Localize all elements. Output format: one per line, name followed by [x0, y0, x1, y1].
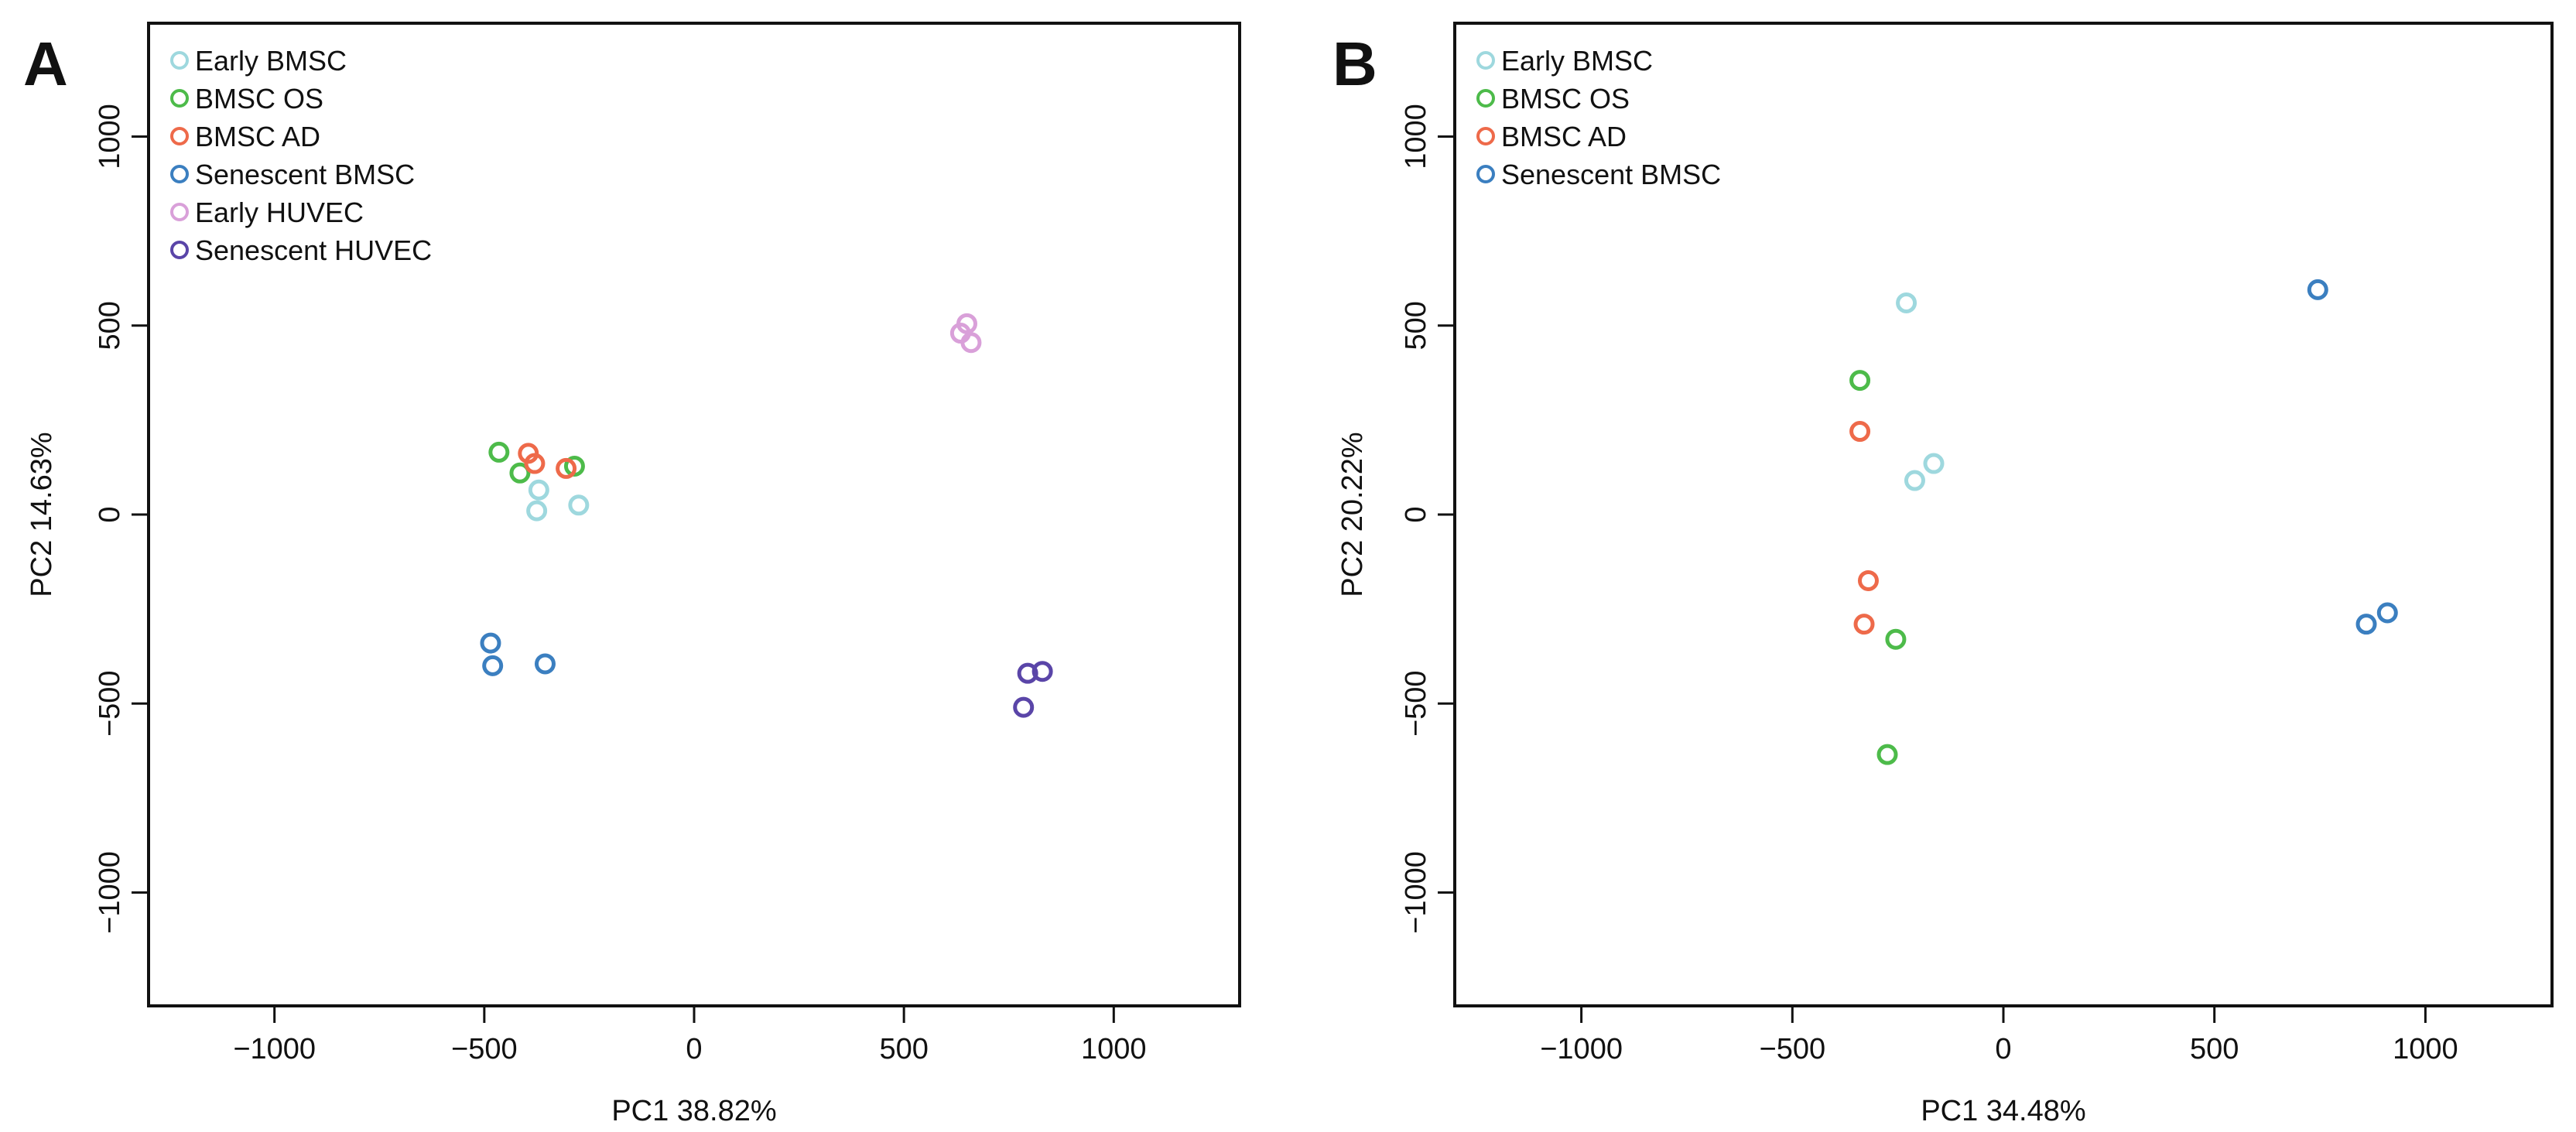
panel-b-x-axis-title: PC1 34.48%	[1921, 1095, 2085, 1127]
panel-b-legend-label: BMSC OS	[1501, 83, 1630, 115]
panel-a: A −1000 −500 0 500 1000 −1000 −500 0 500 1000 PC…	[23, 22, 1241, 1127]
panel-a-point	[480, 632, 501, 654]
panel-a-legend-marker	[170, 241, 189, 259]
panel-a-legend-label: Early HUVEC	[195, 197, 364, 228]
panel-a-point	[1013, 696, 1035, 718]
panel-a-points	[480, 313, 1053, 718]
panel-a-x-axis-title: PC1 38.82%	[611, 1095, 776, 1127]
panel-b-x-tick-label: 0	[1995, 1033, 2011, 1065]
panel-b-point	[1904, 470, 1925, 491]
panel-b-legend-marker	[1476, 165, 1495, 183]
panel-a-x-tick-label: 500	[879, 1033, 928, 1065]
panel-b-legend-marker	[1476, 127, 1495, 145]
panel-a-legend-label: Early BMSC	[195, 45, 347, 77]
panel-b-y-tick-label: 0	[1400, 506, 1432, 522]
panel-b-point	[1849, 421, 1871, 443]
panel-b-y-tick-label: −1000	[1400, 851, 1432, 934]
panel-a-legend-marker	[170, 203, 189, 221]
panel-a-y-tick-label: 500	[94, 301, 126, 350]
panel-b-y-tick-label: 500	[1400, 301, 1432, 350]
panel-b-y-tick-label: −500	[1400, 670, 1432, 737]
panel-a-legend-label: BMSC AD	[195, 121, 320, 152]
panel-b-x-tick-label: −1000	[1540, 1033, 1623, 1065]
panel-a-point	[482, 655, 504, 676]
panel-a-point	[563, 455, 585, 477]
panel-b-legend-label: Senescent BMSC	[1501, 159, 1721, 190]
panel-b-point	[1857, 569, 1879, 591]
panel-a-letter: A	[23, 29, 68, 98]
panel-a-point	[524, 453, 546, 474]
panel-a-y-tick-label: 0	[94, 506, 126, 522]
panel-b-y-axis: −1000 −500 0 500 1000	[1400, 104, 1455, 934]
panel-a-legend-marker	[170, 127, 189, 145]
panel-a-y-tick-label: −500	[94, 670, 126, 737]
panel-a-point	[568, 494, 590, 516]
panel-b-point	[2355, 614, 2377, 635]
panel-b-point	[1849, 370, 1871, 392]
panel-a-legend-label: BMSC OS	[195, 83, 323, 115]
panel-a-point	[1017, 662, 1038, 684]
panel-b-y-tick-label: 1000	[1400, 104, 1432, 169]
panel-b-x-tick-label: 1000	[2393, 1033, 2458, 1065]
panel-b-points	[1849, 279, 2398, 765]
panel-a-legend-label: Senescent BMSC	[195, 159, 415, 190]
panel-b-point	[2307, 279, 2328, 300]
panel-b-point	[1885, 628, 1907, 650]
panel-b: B −1000 −500 0 500 1000 −1000 −500 0 500 1000 PC…	[1332, 22, 2554, 1127]
panel-a-point	[509, 462, 531, 484]
panel-a-legend: Early BMSC BMSC OS BMSC AD Senescent BMSC Ea…	[170, 45, 432, 266]
panel-b-point	[1876, 744, 1898, 765]
panel-a-point	[556, 457, 577, 479]
panel-b-point	[2376, 602, 2398, 624]
panel-b-y-axis-title: PC2 20.22%	[1336, 432, 1369, 597]
panel-a-y-tick-label: −1000	[94, 851, 126, 934]
panel-a-legend-label: Senescent HUVEC	[195, 234, 432, 266]
panel-a-legend-marker	[170, 165, 189, 183]
panel-b-legend-marker	[1476, 51, 1495, 70]
panel-b-letter: B	[1332, 29, 1377, 98]
panel-b-x-axis: −1000 −500 0 500 1000	[1540, 1006, 2458, 1065]
panel-a-x-axis: −1000 −500 0 500 1000	[233, 1006, 1147, 1065]
panel-b-point	[1896, 292, 1917, 313]
panel-a-point	[960, 332, 982, 354]
panel-a-point	[956, 313, 977, 334]
panel-a-point	[488, 441, 510, 463]
panel-b-x-tick-label: −500	[1760, 1033, 1826, 1065]
panel-a-y-axis-title: PC2 14.63%	[26, 432, 58, 597]
panel-b-point	[1853, 614, 1875, 635]
panel-a-x-tick-label: −500	[451, 1033, 518, 1065]
panel-a-x-tick-label: −1000	[233, 1033, 316, 1065]
panel-b-legend-marker	[1476, 89, 1495, 108]
panel-b-legend: Early BMSC BMSC OS BMSC AD Senescent BMSC	[1476, 45, 1721, 190]
panel-a-legend-marker	[170, 51, 189, 70]
panel-a-point	[526, 500, 548, 522]
panel-a-x-tick-label: 0	[686, 1033, 702, 1065]
panel-a-legend-marker	[170, 89, 189, 108]
panel-a-point	[534, 653, 556, 675]
panel-a-point	[528, 479, 549, 501]
panel-b-legend-label: BMSC AD	[1501, 121, 1627, 152]
panel-a-y-axis: −1000 −500 0 500 1000	[94, 104, 149, 934]
panel-a-x-tick-label: 1000	[1081, 1033, 1147, 1065]
panel-b-legend-label: Early BMSC	[1501, 45, 1653, 77]
panel-b-point	[1923, 453, 1945, 474]
panel-b-x-tick-label: 500	[2190, 1033, 2239, 1065]
panel-a-y-tick-label: 1000	[94, 104, 126, 169]
panel-a-point	[1031, 661, 1053, 682]
